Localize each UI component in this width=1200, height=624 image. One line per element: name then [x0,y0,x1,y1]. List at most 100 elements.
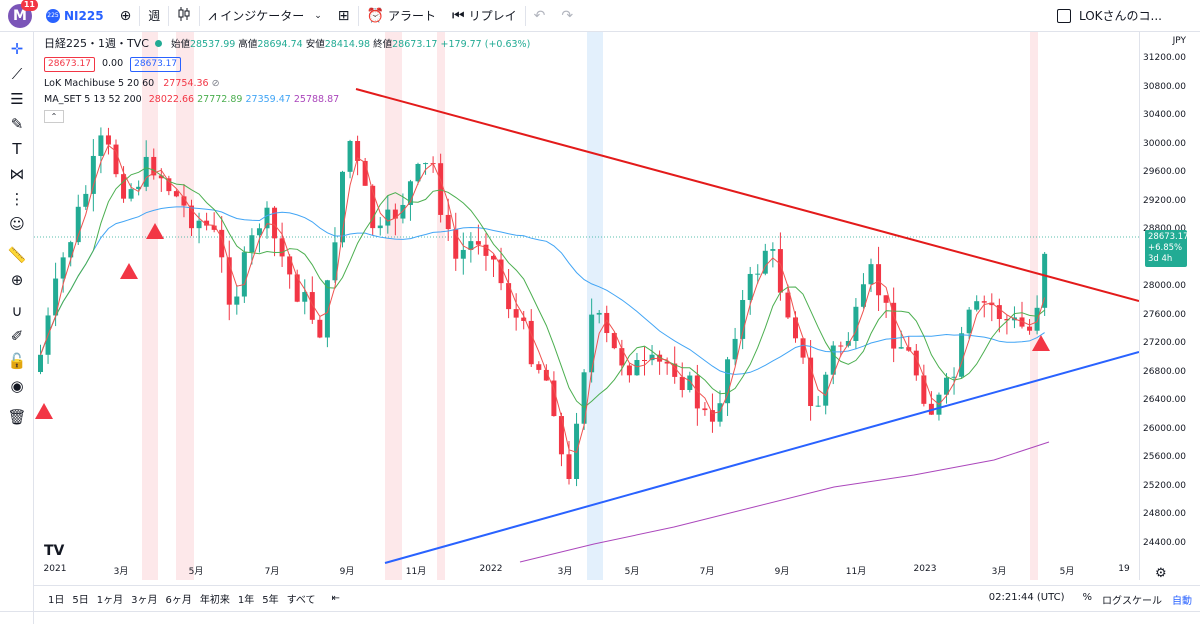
prediction-tool[interactable]: ⋮ [0,186,34,211]
candle-body [838,345,844,347]
fib-tool[interactable]: ☰ [0,86,34,111]
collapse-legend-button[interactable]: ⌃ [44,110,64,123]
price-chart[interactable]: TV [34,32,1140,580]
resistance-trendline[interactable] [355,88,1140,302]
support-trendline[interactable] [384,351,1140,564]
trendline-icon: ⟋ [11,64,23,83]
stay-drawing-tool[interactable]: ✐ [0,323,34,348]
redo-button[interactable]: ↷ [553,0,581,32]
notification-badge: 11 [20,0,38,11]
eye-icon: ◉ [10,376,24,395]
remove-drawings-tool[interactable]: 🗑 [0,404,34,429]
crosshair-icon: ✛ [10,39,24,58]
market-status-icon [154,40,162,47]
range-1y-button[interactable]: 1年 [237,595,255,606]
symbol-name: NI225 [64,8,104,23]
lock-drawings-tool[interactable]: 🔓 [0,348,34,373]
candle-body [475,241,481,245]
symbol-search-button[interactable]: 225 NI225 [38,0,112,32]
highlight-band [587,32,603,580]
bar-countdown: 3d 4h [1148,254,1173,264]
range-1m-button[interactable]: 1ヶ月 [96,595,124,606]
candle-body [642,359,647,361]
compare-symbol-button[interactable]: ⊕ [112,0,140,32]
hide-drawings-tool[interactable]: ◉ [0,373,34,398]
calendar-icon: ⇤ [331,593,340,604]
templates-button[interactable]: ⊞ [330,0,358,32]
chart-type-button[interactable] [169,0,199,32]
time-label: 19 [1118,564,1130,574]
interval-button[interactable]: 週 [140,0,168,32]
measure-tool[interactable]: 📏 [0,242,34,267]
log-scale-toggle[interactable]: ログスケール [1102,596,1162,607]
candle-body [249,235,255,253]
highlight-band [437,32,445,580]
range-ytd-button[interactable]: 年初来 [199,595,230,606]
candle-body [860,284,866,307]
candle-body [913,350,919,376]
ask-box[interactable]: 28673.17 [130,57,182,72]
hidden-eye-icon[interactable]: ⊘ [211,78,220,89]
candle-body [453,229,459,259]
candle-body [324,280,330,338]
candle-body [272,207,278,239]
candle-body [619,348,625,366]
layout-button[interactable]: LOKさんのコ... [1049,0,1170,32]
clock[interactable]: 02:21:44 (UTC) [988,592,1065,603]
icon-tool[interactable]: ☺ [0,211,34,236]
time-axis[interactable]: 2021 3月 5月 7月 9月 11月 2022 3月 5月 7月 9月 11… [34,560,1139,580]
candle-body [38,354,43,372]
pattern-tool[interactable]: ⋈ [0,161,34,186]
user-avatar[interactable]: M 11 [8,0,38,28]
magnet-tool[interactable]: ∪ [0,298,34,323]
alert-button[interactable]: ⏰ アラート [359,0,444,32]
candle-body [800,338,806,358]
trash-icon: 🗑 [7,407,27,426]
zoom-tool[interactable]: ⊕ [0,267,34,292]
crosshair-tool[interactable]: ✛ [0,36,34,61]
price-axis[interactable]: JPY 31200.00 30800.00 30400.00 30000.00 … [1139,32,1200,580]
undo-icon: ↶ [533,7,546,24]
range-3m-button[interactable]: 3ヶ月 [131,595,158,606]
time-label: 5月 [624,567,640,577]
candle-body [370,185,376,229]
range-1d-button[interactable]: 1日 [48,595,65,606]
legend-title[interactable]: 日経225・1週・TVC [44,37,149,50]
indicator1-name[interactable]: LoK Machibuse 5 20 60 [44,78,155,89]
grid-icon: ⊞ [337,7,350,24]
range-6m-button[interactable]: 6ヶ月 [165,595,192,606]
bottom-panel-strip [0,611,1200,624]
range-5d-button[interactable]: 5日 [72,595,89,606]
range-5y-button[interactable]: 5年 [262,595,279,606]
redo-icon: ↷ [561,7,574,24]
indicators-button[interactable]: ⩘ インジケーター ⌄ [200,0,329,32]
date-range-button[interactable]: ⇤ [332,593,340,604]
brush-tool[interactable]: ✎ [0,111,34,136]
candle-body [996,305,1002,320]
candle-body [687,375,693,391]
bid-box[interactable]: 28673.17 [44,57,95,72]
time-label: 11月 [405,567,427,577]
candle-body [921,375,927,404]
indicator2-name[interactable]: MA_SET 5 13 52 200 [44,94,142,105]
candle-body [173,191,179,197]
candle-body [770,249,776,251]
range-all-button[interactable]: すべて [286,595,316,606]
candle-body [347,140,353,172]
chart-pane[interactable]: TV [34,32,1140,580]
candle-body [60,257,66,279]
magnet-icon: ∪ [11,301,23,320]
replay-button[interactable]: ⏮ リプレイ [444,0,525,32]
candle-body [181,196,187,206]
currency-label[interactable]: JPY [1172,36,1186,46]
text-tool[interactable]: T [0,136,34,161]
chart-settings-button[interactable]: ⚙ [1155,566,1167,581]
candle-body [53,278,59,316]
candle-body [189,205,194,229]
percent-toggle[interactable]: % [1082,592,1092,603]
undo-button[interactable]: ↶ [526,0,554,32]
trendline-tool[interactable]: ⟋ [0,61,34,86]
auto-scale-toggle[interactable]: 自動 [1172,596,1192,607]
candle-body [491,255,496,260]
divider [524,5,526,26]
